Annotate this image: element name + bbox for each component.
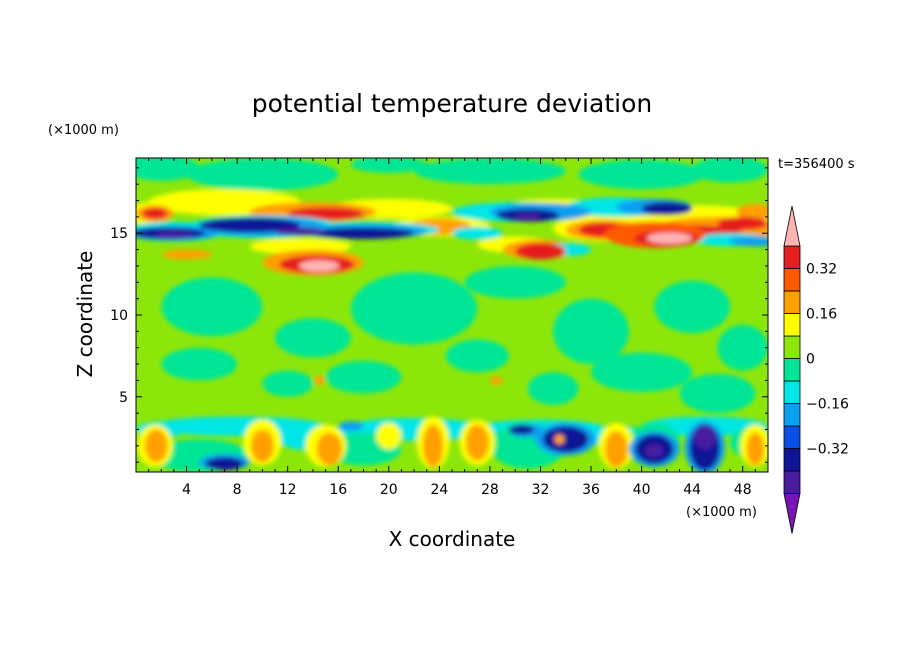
y-tick-label: 10 (110, 308, 128, 324)
warm-band (161, 249, 212, 260)
cold-cell (694, 426, 715, 450)
cold-band (452, 226, 503, 240)
cold-band (275, 227, 326, 236)
colorbar-segment (783, 380, 801, 404)
colorbar-segment (783, 313, 801, 337)
colorbar-segment (783, 290, 801, 314)
warm-band (717, 216, 768, 230)
mint-patch (527, 372, 579, 405)
x-tick-label: 4 (182, 482, 191, 498)
warm-band (287, 207, 364, 221)
colorbar-tick-label: −0.32 (806, 442, 849, 458)
mint-patch (445, 339, 509, 373)
x-tick-label: 28 (481, 482, 499, 498)
mint-patch (262, 370, 313, 397)
x-tick-label: 24 (430, 482, 448, 498)
mint-patch (553, 298, 629, 365)
colorbar-tick-label: 0.32 (806, 262, 837, 278)
warm-cell (316, 432, 343, 466)
warm-speck (489, 376, 503, 385)
colorbar-segment (783, 425, 801, 449)
colorbar-low-arrow (783, 493, 801, 534)
mint-patch (464, 265, 566, 299)
mint-patch (186, 158, 339, 191)
colorbar-segment (783, 470, 801, 494)
mint-patch (717, 324, 768, 371)
warm-cell (465, 424, 489, 461)
warm-lens (299, 260, 340, 272)
cold-band (312, 227, 415, 239)
cold-cell (645, 444, 664, 458)
y-unit-label: (×1000 m) (48, 123, 119, 138)
y-tick-label: 5 (119, 390, 128, 406)
cold-band (154, 231, 193, 239)
colorbar-high-arrow (783, 205, 801, 247)
colorbar-segment (783, 358, 801, 382)
cold-band (199, 217, 301, 233)
warm-lens (646, 232, 693, 244)
mint-patch (161, 347, 238, 381)
cold-band (730, 236, 768, 247)
y-tick-label: 15 (110, 226, 128, 242)
mint-patch (578, 159, 705, 190)
cold-cell (338, 421, 364, 432)
plot-area (136, 158, 768, 472)
mint-patch (325, 360, 402, 394)
warm-speck (314, 375, 325, 386)
warm-cell (376, 422, 402, 450)
warm-speck (554, 434, 565, 445)
y-axis-title: Z coordinate (73, 251, 97, 378)
mint-patch (136, 158, 200, 181)
colorbar-segment (783, 403, 801, 427)
colorbar-tick-label: 0 (806, 352, 815, 368)
colorbar-segment (783, 268, 801, 292)
x-tick-label: 48 (734, 482, 752, 498)
colorbar-segment (783, 335, 801, 359)
warm-cell (746, 432, 765, 466)
cold-band (515, 213, 541, 221)
mint-patch (654, 280, 731, 333)
warm-band (142, 207, 168, 220)
temperature-field (136, 158, 768, 472)
mint-patch (350, 158, 427, 173)
mint-patch (414, 158, 566, 185)
mint-patch (679, 373, 756, 414)
cold-cell (205, 457, 244, 471)
x-tick-label: 12 (279, 482, 297, 498)
colorbar-tick-label: −0.16 (806, 397, 849, 413)
x-tick-label: 20 (380, 482, 398, 498)
warm-lens (515, 243, 566, 260)
warm-cell (604, 431, 628, 468)
x-tick-label: 44 (683, 482, 701, 498)
mint-patch (591, 352, 693, 392)
x-tick-label: 16 (329, 482, 347, 498)
cold-cell (508, 424, 535, 435)
y-axis: 5 10 15 (110, 167, 768, 463)
x-axis-title: X coordinate (389, 527, 516, 551)
x-unit-label: (×1000 m) (686, 505, 757, 520)
colorbar: −0.32 −0.16 0 0.16 0.32 (783, 205, 849, 534)
mint-patch (350, 272, 478, 345)
chart-title: potential temperature deviation (252, 89, 652, 118)
warm-cell (251, 429, 274, 463)
mint-patch (161, 277, 263, 337)
colorbar-segment (783, 448, 801, 472)
x-tick-label: 32 (532, 482, 550, 498)
cold-band (641, 202, 693, 216)
colorbar-tick-label: 0.16 (806, 307, 837, 323)
warm-cell (422, 424, 444, 468)
cold-cell (543, 426, 589, 453)
time-label: t=356400 s (778, 157, 855, 172)
warm-band (736, 203, 768, 221)
warm-cell (144, 429, 168, 463)
x-axis: 4 8 12 16 20 24 28 32 36 40 44 48 (148, 158, 756, 498)
mint-patch (275, 318, 351, 358)
mint-patch (692, 158, 768, 183)
colorbar-segment (783, 245, 801, 269)
x-tick-label: 8 (233, 482, 242, 498)
x-tick-label: 36 (582, 482, 600, 498)
x-tick-label: 40 (633, 482, 651, 498)
